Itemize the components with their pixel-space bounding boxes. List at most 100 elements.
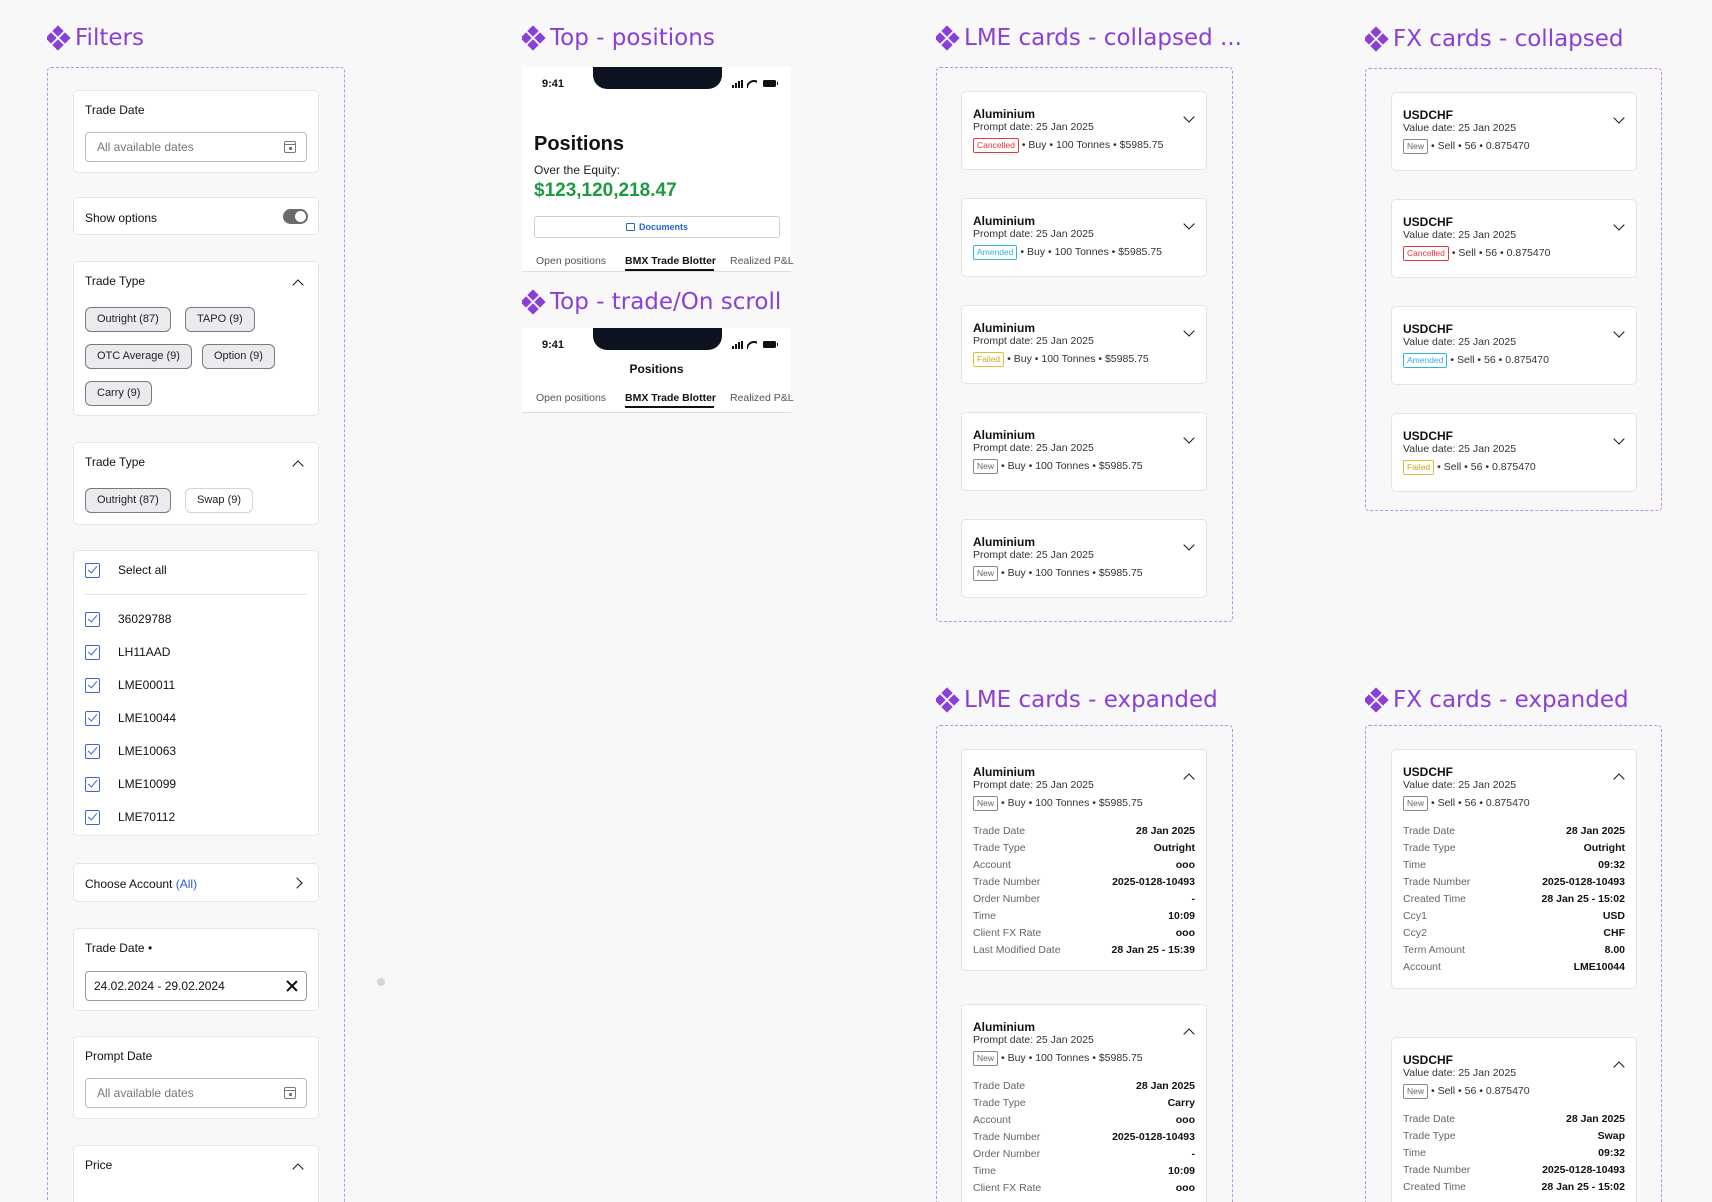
lme-card[interactable]: Aluminium Prompt date: 25 Jan 2025 New • … bbox=[961, 412, 1207, 491]
card-summary: New • Sell • 56 • 0.875470 bbox=[1403, 1083, 1530, 1099]
chevron-down-icon[interactable] bbox=[1183, 539, 1195, 551]
tab-realized-pl[interactable]: Realized P&L bbox=[730, 392, 794, 404]
account-checkbox[interactable] bbox=[85, 645, 100, 660]
account-checkbox[interactable] bbox=[85, 612, 100, 627]
fx-card[interactable]: USDCHF Value date: 25 Jan 2025 Amended • … bbox=[1391, 306, 1637, 385]
chevron-up-icon[interactable] bbox=[1183, 773, 1195, 785]
detail-key: Trade Type bbox=[973, 842, 1026, 854]
detail-value: ooo bbox=[1175, 1114, 1195, 1126]
detail-value: USD bbox=[1602, 910, 1625, 922]
status-badge: Amended bbox=[973, 244, 1018, 260]
section-title-filters: Filters bbox=[47, 25, 144, 51]
battery-icon bbox=[763, 341, 778, 348]
chevron-up-icon[interactable] bbox=[292, 1163, 304, 1175]
detail-key: Created Time bbox=[1403, 893, 1467, 905]
chip-otc-average[interactable]: OTC Average (9) bbox=[85, 344, 192, 369]
chevron-down-icon[interactable] bbox=[1613, 433, 1625, 445]
fx-card[interactable]: USDCHF Value date: 25 Jan 2025 Failed • S… bbox=[1391, 413, 1637, 492]
chip-swap[interactable]: Swap (9) bbox=[185, 488, 254, 513]
chip-outright[interactable]: Outright (87) bbox=[85, 307, 171, 332]
detail-row: Trade Number 2025-0128-10493 bbox=[973, 876, 1195, 890]
tab-bmx-trade-blotter[interactable]: BMX Trade Blotter bbox=[625, 255, 717, 267]
fx-card-expanded[interactable]: USDCHF Value date: 25 Jan 2025 New • Sell… bbox=[1391, 749, 1637, 989]
detail-value: 2025-0128-10493 bbox=[1112, 876, 1195, 888]
chevron-down-icon[interactable] bbox=[1613, 112, 1625, 124]
tab-open-positions[interactable]: Open positions bbox=[536, 255, 607, 267]
card-summary: New • Sell • 56 • 0.875470 bbox=[1403, 795, 1530, 811]
calendar-icon[interactable] bbox=[284, 141, 296, 153]
active-tab-indicator bbox=[625, 406, 714, 408]
trade-date-range-input[interactable]: 24.02.2024 - 29.02.2024 bbox=[85, 971, 307, 1001]
card-title: USDCHF bbox=[1403, 765, 1453, 779]
lme-card-expanded[interactable]: Aluminium Prompt date: 25 Jan 2025 New • … bbox=[961, 1004, 1207, 1202]
clear-icon[interactable] bbox=[286, 980, 298, 992]
prompt-date-filter: Prompt Date All available dates bbox=[73, 1036, 319, 1119]
account-checkbox[interactable] bbox=[85, 744, 100, 759]
detail-row: Trade Type Swap bbox=[1403, 1130, 1625, 1144]
card-subtitle: Value date: 25 Jan 2025 bbox=[1403, 229, 1517, 241]
lme-card[interactable]: Aluminium Prompt date: 25 Jan 2025 Cance… bbox=[961, 91, 1207, 170]
chevron-right-icon[interactable] bbox=[291, 877, 303, 889]
lme-card[interactable]: Aluminium Prompt date: 25 Jan 2025 Faile… bbox=[961, 305, 1207, 384]
chevron-down-icon[interactable] bbox=[1183, 218, 1195, 230]
chip-option[interactable]: Option (9) bbox=[202, 344, 275, 369]
card-title: Aluminium bbox=[973, 428, 1035, 442]
detail-value: 28 Jan 2025 bbox=[1566, 1113, 1625, 1125]
choose-account-label: Choose Account (All) bbox=[85, 877, 197, 891]
account-checkbox[interactable] bbox=[85, 678, 100, 693]
detail-value: CHF bbox=[1603, 927, 1625, 939]
lme-card-expanded[interactable]: Aluminium Prompt date: 25 Jan 2025 New • … bbox=[961, 749, 1207, 971]
detail-row: Trade Date 28 Jan 2025 bbox=[973, 1080, 1195, 1094]
active-tab-indicator bbox=[625, 269, 714, 271]
account-checkbox[interactable] bbox=[85, 777, 100, 792]
detail-value: ooo bbox=[1175, 927, 1195, 939]
detail-row: Client FX Rate ooo bbox=[973, 1182, 1195, 1196]
chevron-down-icon[interactable] bbox=[1613, 219, 1625, 231]
trade-date-input[interactable]: All available dates bbox=[85, 132, 307, 162]
detail-key: Account bbox=[973, 859, 1011, 871]
fx-card[interactable]: USDCHF Value date: 25 Jan 2025 New • Sell… bbox=[1391, 92, 1637, 171]
chevron-up-icon[interactable] bbox=[292, 460, 304, 472]
account-checkbox[interactable] bbox=[85, 810, 100, 825]
chevron-down-icon[interactable] bbox=[1183, 111, 1195, 123]
chevron-up-icon[interactable] bbox=[292, 279, 304, 291]
fx-card[interactable]: USDCHF Value date: 25 Jan 2025 Cancelled… bbox=[1391, 199, 1637, 278]
component-icon bbox=[522, 25, 546, 51]
lme-card[interactable]: Aluminium Prompt date: 25 Jan 2025 Amend… bbox=[961, 198, 1207, 277]
calendar-icon[interactable] bbox=[284, 1087, 296, 1099]
account-checkbox[interactable] bbox=[85, 711, 100, 726]
prompt-date-input[interactable]: All available dates bbox=[85, 1078, 307, 1108]
chip-tapo[interactable]: TAPO (9) bbox=[185, 307, 255, 332]
lme-card[interactable]: Aluminium Prompt date: 25 Jan 2025 New • … bbox=[961, 519, 1207, 598]
tab-open-positions[interactable]: Open positions bbox=[536, 392, 607, 404]
detail-value: Carry bbox=[1167, 1097, 1195, 1109]
select-all-checkbox[interactable] bbox=[85, 563, 100, 578]
account-label: LME10099 bbox=[118, 777, 177, 791]
detail-key: Time bbox=[973, 1165, 996, 1177]
chevron-up-icon[interactable] bbox=[1613, 773, 1625, 785]
choose-account-value: (All) bbox=[175, 877, 198, 891]
chevron-up-icon[interactable] bbox=[1183, 1028, 1195, 1040]
detail-row: Time 09:32 bbox=[1403, 859, 1625, 873]
card-title: Aluminium bbox=[973, 214, 1035, 228]
chip-outright[interactable]: Outright (87) bbox=[85, 488, 171, 513]
tab-bmx-trade-blotter[interactable]: BMX Trade Blotter bbox=[625, 392, 717, 404]
positions-screen: 9:41 Positions Over the Equity: $123,120… bbox=[522, 67, 794, 272]
status-badge: Cancelled bbox=[973, 137, 1019, 153]
chevron-down-icon[interactable] bbox=[1613, 326, 1625, 338]
section-title-lme-collapsed: LME cards - collapsed ... bbox=[936, 25, 1242, 51]
chevron-up-icon[interactable] bbox=[1613, 1061, 1625, 1073]
fx-card-expanded[interactable]: USDCHF Value date: 25 Jan 2025 New • Sell… bbox=[1391, 1037, 1637, 1202]
chevron-down-icon[interactable] bbox=[1183, 325, 1195, 337]
price-filter: Price bbox=[73, 1145, 319, 1202]
card-subtitle: Prompt date: 25 Jan 2025 bbox=[973, 121, 1094, 133]
show-options-toggle[interactable] bbox=[283, 209, 308, 224]
chevron-down-icon[interactable] bbox=[1183, 432, 1195, 444]
tab-realized-pl[interactable]: Realized P&L bbox=[730, 255, 794, 267]
detail-row: Trade Type Outright bbox=[1403, 842, 1625, 856]
choose-account-row[interactable]: Choose Account (All) bbox=[73, 863, 319, 902]
trade-info: • Buy • 100 Tonnes • $5985.75 bbox=[1007, 353, 1149, 365]
detail-key: Trade Date bbox=[973, 1080, 1026, 1092]
documents-button[interactable]: Documents bbox=[534, 216, 780, 238]
chip-carry[interactable]: Carry (9) bbox=[85, 381, 153, 406]
